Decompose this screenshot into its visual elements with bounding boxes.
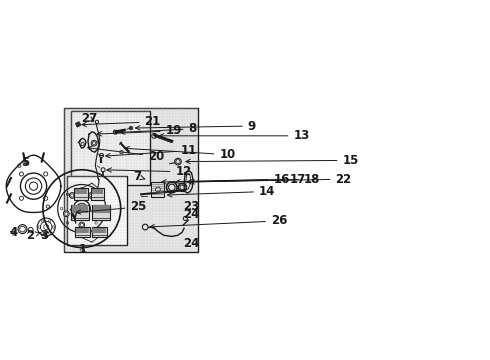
- Text: 15: 15: [186, 154, 359, 167]
- Text: 5: 5: [21, 156, 29, 169]
- Bar: [151, 182, 165, 197]
- Bar: [71, 204, 89, 220]
- Text: 8: 8: [121, 122, 197, 135]
- Bar: [92, 227, 107, 237]
- Text: 26: 26: [150, 215, 287, 229]
- Text: 3: 3: [40, 229, 48, 242]
- Polygon shape: [75, 122, 80, 127]
- Circle shape: [76, 203, 87, 214]
- Text: 9: 9: [136, 120, 256, 132]
- Bar: [75, 228, 89, 233]
- Bar: [75, 227, 90, 237]
- Circle shape: [79, 222, 85, 228]
- Text: 14: 14: [168, 185, 275, 198]
- Text: 16: 16: [162, 173, 290, 186]
- Text: 24: 24: [183, 237, 199, 250]
- Bar: [91, 188, 104, 200]
- Text: 19: 19: [97, 125, 182, 138]
- Text: 10: 10: [125, 147, 236, 161]
- Bar: [72, 205, 88, 213]
- Text: 24: 24: [183, 208, 199, 221]
- Text: 4: 4: [9, 226, 18, 239]
- Text: 18: 18: [187, 173, 320, 186]
- Text: 17: 17: [176, 173, 306, 186]
- Bar: [64, 108, 198, 252]
- Text: 11: 11: [106, 144, 197, 158]
- Text: 12: 12: [107, 165, 192, 178]
- Bar: [92, 189, 103, 194]
- Circle shape: [63, 211, 69, 217]
- Text: 7: 7: [133, 170, 145, 183]
- Text: 23: 23: [183, 200, 199, 213]
- Circle shape: [88, 229, 92, 233]
- Text: 21: 21: [82, 116, 161, 129]
- Text: 6: 6: [0, 359, 1, 360]
- Circle shape: [70, 193, 75, 198]
- Circle shape: [95, 211, 100, 217]
- Circle shape: [89, 193, 94, 198]
- Text: 22: 22: [190, 173, 352, 186]
- Bar: [93, 228, 106, 233]
- Text: 25: 25: [76, 201, 147, 214]
- Text: 13: 13: [159, 129, 310, 142]
- Bar: [75, 189, 87, 194]
- Bar: [92, 204, 110, 220]
- Bar: [74, 188, 88, 200]
- Text: 2: 2: [26, 229, 40, 242]
- Text: 27: 27: [81, 112, 98, 125]
- Bar: [71, 111, 150, 185]
- Text: 20: 20: [88, 146, 164, 163]
- Text: 1: 1: [78, 243, 87, 256]
- Bar: [93, 205, 110, 213]
- Bar: [67, 176, 127, 246]
